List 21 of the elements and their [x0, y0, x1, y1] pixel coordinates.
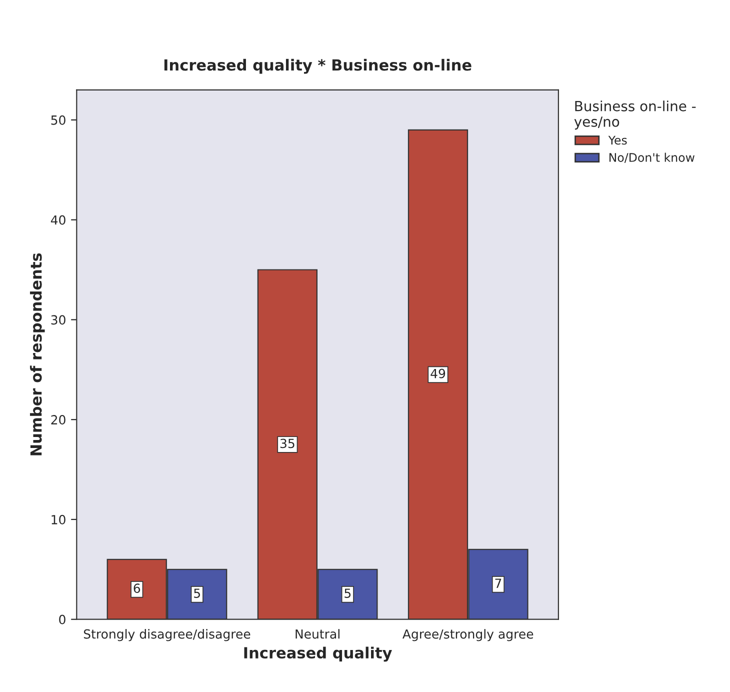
- data-label: 5: [344, 588, 351, 598]
- x-tick-label: Neutral: [296, 629, 340, 639]
- data-label: 7: [495, 578, 502, 588]
- legend-title: Business on-line - yes/no: [574, 100, 696, 130]
- x-tick-label: Agree/strongly agree: [402, 629, 534, 642]
- y-tick-label: 0: [59, 614, 66, 624]
- data-label: 5: [194, 588, 200, 598]
- legend-label: Yes: [608, 136, 627, 145]
- data-label: 6: [134, 584, 140, 593]
- y-tick-label: 50: [51, 115, 66, 125]
- data-label: 35: [280, 438, 294, 448]
- data-label: 49: [430, 368, 446, 378]
- x-tick-label: Strongly disagree/disagree: [84, 629, 250, 642]
- legend-label: No/Don't know: [609, 152, 694, 163]
- y-axis-title: Number of respondents: [30, 253, 45, 456]
- y-tick-label: 20: [51, 415, 66, 424]
- y-tick-label: 40: [50, 215, 66, 225]
- y-tick-label: 30: [51, 315, 66, 325]
- x-axis-title: Increased quality: [244, 646, 392, 662]
- y-tick-label: 10: [52, 514, 66, 524]
- chart-title: Increased quality * Business on-line: [164, 58, 472, 74]
